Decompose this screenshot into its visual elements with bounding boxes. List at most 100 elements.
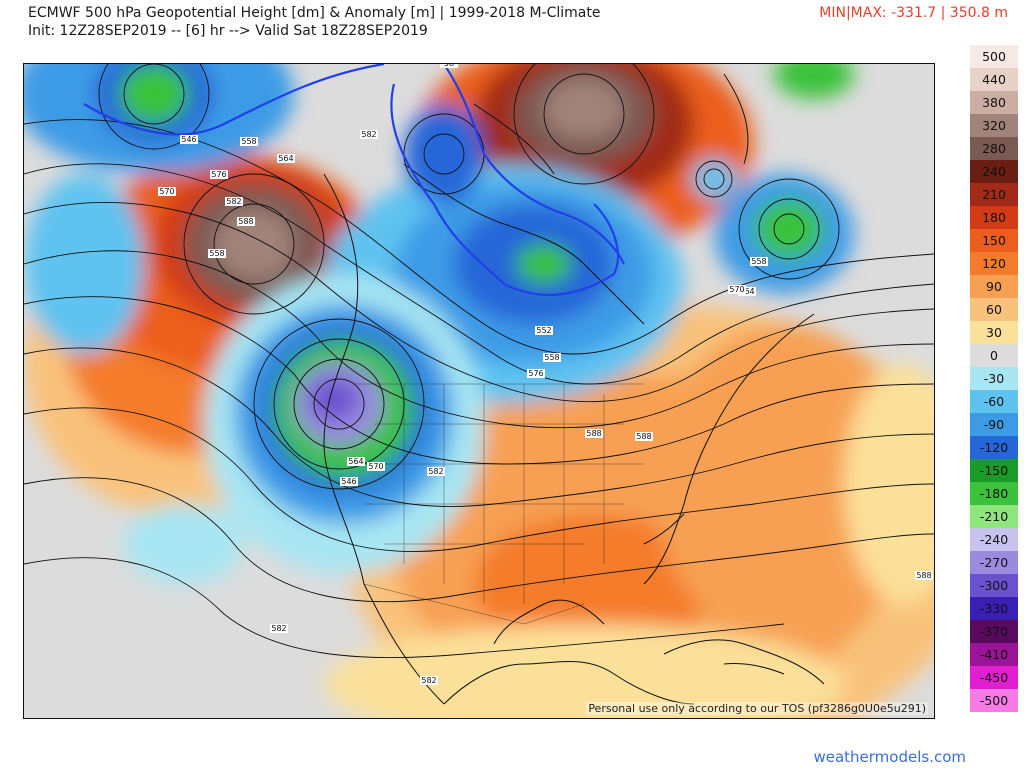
colorbar-label: 150 (982, 233, 1006, 248)
colorbar-swatch (970, 91, 1018, 114)
colorbar-swatch (970, 344, 1018, 367)
site-credit[interactable]: weathermodels.com (813, 748, 966, 766)
colorbar-swatch (970, 528, 1018, 551)
colorbar-swatch (970, 551, 1018, 574)
colorbar-label: -330 (979, 601, 1009, 616)
colorbar-step: 210 (970, 183, 1018, 206)
map-panel[interactable]: 546 558 564 570 576 582 588 558 564 570 546 552 558 5… (23, 63, 935, 719)
colorbar-swatch (970, 275, 1018, 298)
anomaly-colorbar: 500 440 380 320 280 240 210 180 150 120 90 60 30 0 -30… (970, 45, 1018, 712)
contour-label: 558 (241, 137, 256, 146)
colorbar-step: -270 (970, 551, 1018, 574)
colorbar-swatch (970, 505, 1018, 528)
contour-label-bg (420, 676, 438, 685)
contour-label: 546 (181, 135, 196, 144)
colorbar-step: -330 (970, 597, 1018, 620)
colorbar-step: 500 (970, 45, 1018, 68)
contour-label-bg (527, 369, 545, 378)
contour-label-bg (277, 154, 295, 163)
colorbar-step: 180 (970, 206, 1018, 229)
colorbar-label: -270 (979, 555, 1009, 570)
colorbar-swatch (970, 206, 1018, 229)
colorbar-step: -410 (970, 643, 1018, 666)
colorbar-label: -30 (983, 371, 1005, 386)
colorbar-label: 90 (986, 279, 1002, 294)
colorbar-label: -240 (979, 532, 1009, 547)
map-subtitle-valid-time: Init: 12Z28SEP2019 -- [6] hr --> Valid S… (28, 23, 428, 39)
colorbar-step: 380 (970, 91, 1018, 114)
contour-label-bg (535, 326, 553, 335)
colorbar-step: -30 (970, 367, 1018, 390)
colorbar-label: -300 (979, 578, 1009, 593)
colorbar-swatch (970, 45, 1018, 68)
contour-label: 570 (729, 285, 744, 294)
colorbar-label: -150 (979, 463, 1009, 478)
contour-label-bg (240, 137, 258, 146)
contour-label-bg (340, 477, 358, 486)
contour-label-bg (225, 197, 243, 206)
colorbar-swatch (970, 390, 1018, 413)
colorbar-label: -210 (979, 509, 1009, 524)
contour-label-bg (585, 429, 603, 438)
contour-label: 564 (278, 154, 293, 163)
contour-label: 582 (271, 624, 286, 633)
colorbar-label: 210 (982, 187, 1006, 202)
contour-label: 588 (238, 217, 253, 226)
contour-label-bg (180, 135, 198, 144)
colorbar-label: 240 (982, 164, 1006, 179)
colorbar-label: -410 (979, 647, 1009, 662)
colorbar-swatch (970, 597, 1018, 620)
colorbar-step: -90 (970, 413, 1018, 436)
contour-label: 546 (341, 477, 356, 486)
colorbar-swatch (970, 436, 1018, 459)
contour-label: 588 (916, 571, 931, 580)
minmax-readout: MIN|MAX: -331.7 | 350.8 m (819, 5, 1008, 21)
colorbar-swatch (970, 298, 1018, 321)
contour-label: 558 (209, 249, 224, 258)
colorbar-label: 120 (982, 256, 1006, 271)
colorbar-label: 180 (982, 210, 1006, 225)
contour-labels: 546 5585645705765825885585645705465525585… (158, 64, 933, 685)
colorbar-label: 30 (986, 325, 1002, 340)
colorbar-step: -500 (970, 689, 1018, 712)
contour-label: 558 (751, 257, 766, 266)
colorbar-step: -370 (970, 620, 1018, 643)
contour-label: 582 (226, 197, 241, 206)
contour-label-bg (347, 457, 365, 466)
height-contours (24, 64, 934, 659)
contour-label: 564 (348, 457, 363, 466)
colorbar-step: -180 (970, 482, 1018, 505)
contour-label-bg (738, 287, 756, 296)
colorbar-label: 0 (990, 348, 998, 363)
contour-label: 58 (444, 64, 454, 68)
contour-label: 582 (361, 130, 376, 139)
colorbar-swatch (970, 666, 1018, 689)
colorbar-label: 320 (982, 118, 1006, 133)
colorbar-swatch (970, 620, 1018, 643)
contour-label-bg (440, 64, 458, 68)
colorbar-swatch (970, 137, 1018, 160)
contour-label: 558 (544, 353, 559, 362)
contour-label: 576 (211, 170, 226, 179)
contour-label-bg (210, 170, 228, 179)
coastlines (323, 73, 825, 705)
contour-label: 564 (739, 287, 754, 296)
colorbar-label: -120 (979, 440, 1009, 455)
colorbar-label: -450 (979, 670, 1009, 685)
contour-label-bg (750, 257, 768, 266)
colorbar-step: -450 (970, 666, 1018, 689)
contour-label: 582 (421, 676, 436, 685)
contour-label-bg (728, 285, 746, 294)
colorbar-label: -500 (979, 693, 1009, 708)
contour-label-bg (635, 432, 653, 441)
colorbar-swatch (970, 160, 1018, 183)
colorbar-swatch (970, 367, 1018, 390)
colorbar-step: -150 (970, 459, 1018, 482)
colorbar-step: 320 (970, 114, 1018, 137)
colorbar-swatch (970, 183, 1018, 206)
contour-label-bg (543, 353, 561, 362)
colorbar-swatch (970, 252, 1018, 275)
anomaly-map: 546 5585645705765825885585645705465525585… (24, 64, 934, 718)
colorbar-step: 0 (970, 344, 1018, 367)
contour-label: 552 (536, 326, 551, 335)
